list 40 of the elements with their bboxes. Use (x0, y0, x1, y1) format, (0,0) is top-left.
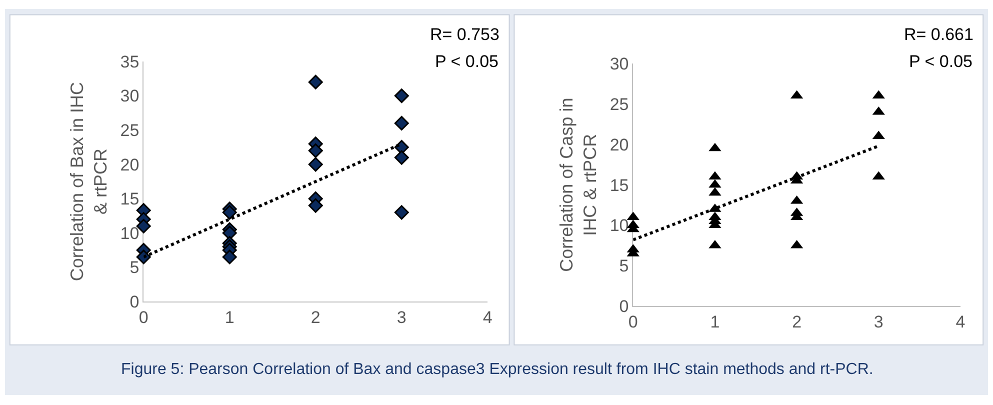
y-tick-label: 25 (610, 94, 629, 114)
point (394, 150, 409, 165)
annotation: P < 0.05 (909, 52, 972, 71)
y-tick-label: 0 (130, 292, 140, 312)
text: R= 0.661 (904, 25, 974, 44)
point (394, 205, 409, 220)
y-tick-label: 30 (120, 86, 140, 106)
y-axis-title: Correlation of Bax in IHC & rtPCR (67, 82, 110, 282)
point (222, 226, 237, 240)
x-tick-label: 4 (482, 308, 492, 327)
x-tick-label: 1 (710, 312, 720, 332)
annotation: P < 0.05 (435, 52, 498, 71)
point (222, 205, 237, 220)
y-tick-label: 5 (619, 256, 629, 276)
y-axis-title: Correlation of Casp in IHC & rtPCR (556, 98, 600, 272)
x-tick-label: 2 (310, 308, 320, 327)
y-tick-label: 25 (120, 121, 140, 140)
x-tick-label: 3 (874, 312, 884, 332)
y-tick-label: 10 (610, 216, 629, 236)
x-tick-label: 1 (224, 308, 234, 327)
y-tick-label: 35 (120, 52, 140, 72)
y-tick-label: 30 (610, 54, 629, 74)
point (308, 198, 323, 213)
y-tick-label: 5 (130, 258, 140, 278)
y-tick-label: 15 (120, 190, 140, 209)
point (222, 250, 237, 264)
point (308, 74, 323, 90)
y-tick-label: 10 (120, 224, 140, 243)
point (308, 157, 323, 172)
point (308, 143, 323, 158)
point (394, 88, 409, 104)
y-tick-label: 20 (610, 135, 629, 154)
x-tick-label: 4 (956, 312, 966, 332)
caption: Figure 5: Pearson Correlation of Bax and caspase3 Expression result from IHC stain methods and rt-PCR. (121, 361, 874, 378)
y-tick-label: 15 (610, 176, 629, 195)
y-tick-label: 20 (120, 155, 140, 174)
point (394, 116, 409, 130)
x-tick-label: 2 (792, 312, 802, 332)
text: R= 0.753 (430, 25, 500, 44)
x-tick-label: 3 (396, 308, 406, 327)
